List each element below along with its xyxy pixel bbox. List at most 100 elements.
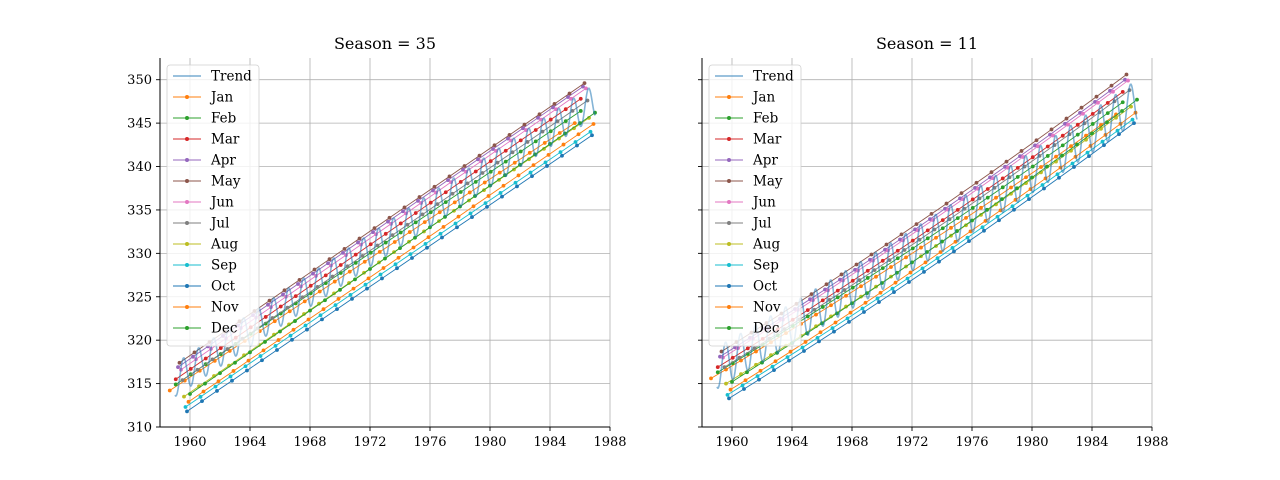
data-point <box>817 339 821 344</box>
data-point <box>383 231 388 236</box>
data-point <box>410 256 414 260</box>
data-point <box>1060 143 1065 148</box>
data-point <box>803 340 808 344</box>
data-point <box>1045 164 1049 169</box>
data-point <box>416 199 420 203</box>
data-point <box>393 262 398 267</box>
data-point <box>300 295 305 300</box>
x-tick-label: 1988 <box>1135 435 1168 450</box>
data-point <box>925 228 930 233</box>
data-point <box>521 126 525 131</box>
data-point <box>398 221 403 226</box>
data-point <box>884 242 889 247</box>
data-point <box>838 277 842 282</box>
data-point <box>387 215 392 220</box>
data-point <box>341 250 345 255</box>
legend-entry-jun: Jun <box>715 195 776 211</box>
data-point <box>342 246 347 251</box>
legend-entry-jun: Jun <box>173 195 234 211</box>
data-point <box>203 356 208 361</box>
data-point <box>437 210 442 215</box>
data-point <box>859 284 863 289</box>
data-point <box>1126 78 1130 83</box>
data-point <box>985 187 990 191</box>
data-point <box>800 345 805 350</box>
legend-swatch-marker <box>727 326 731 330</box>
data-point <box>546 152 551 157</box>
data-point <box>362 259 367 264</box>
data-point <box>465 181 470 186</box>
data-point <box>258 354 263 358</box>
data-point <box>877 300 881 304</box>
data-point <box>724 381 728 386</box>
data-point <box>902 248 907 252</box>
data-point <box>1093 99 1097 104</box>
legend-swatch-marker <box>185 284 189 288</box>
data-point <box>353 261 358 265</box>
legend-label: May <box>753 174 783 190</box>
data-point <box>443 200 448 205</box>
legend-entry-aug: Aug <box>173 237 238 253</box>
data-point <box>1012 207 1016 212</box>
data-point <box>561 142 566 147</box>
data-point <box>173 382 178 387</box>
legend-label: Nov <box>211 300 239 316</box>
data-point <box>814 312 818 317</box>
legend-entry-oct: Oct <box>173 279 236 295</box>
data-point <box>835 295 840 300</box>
data-point <box>1114 112 1118 117</box>
data-point <box>281 292 285 297</box>
data-point <box>557 136 561 141</box>
data-point <box>350 296 354 301</box>
data-point <box>1015 186 1019 191</box>
data-point <box>326 261 330 266</box>
data-point <box>180 378 185 383</box>
data-point <box>312 267 317 272</box>
data-point <box>188 392 192 396</box>
data-point <box>183 405 188 409</box>
data-point <box>327 257 332 262</box>
legend-swatch-marker <box>727 95 731 99</box>
data-point <box>278 329 282 334</box>
data-point <box>1030 155 1035 160</box>
data-point <box>545 164 549 168</box>
data-point <box>802 349 806 353</box>
legend-entry-dec: Dec <box>715 321 779 337</box>
x-tick-label: 1988 <box>593 435 626 450</box>
data-point <box>1108 88 1112 93</box>
subplot-title: Season = 35 <box>334 34 436 53</box>
data-point <box>964 215 968 220</box>
data-point <box>850 285 855 290</box>
legend-label: Jan <box>751 90 775 106</box>
series-line <box>185 131 591 408</box>
data-point <box>405 222 410 227</box>
subplot-title: Season = 11 <box>876 34 978 53</box>
data-point <box>563 119 568 123</box>
data-point <box>1111 89 1115 94</box>
data-point <box>1120 100 1125 105</box>
data-point <box>246 358 251 363</box>
data-point <box>455 225 459 230</box>
legend-box <box>708 64 802 347</box>
data-point <box>440 235 444 240</box>
legend-entry-feb: Feb <box>715 111 778 127</box>
data-point <box>200 399 204 404</box>
data-point <box>347 269 352 274</box>
data-point <box>773 359 778 364</box>
data-point <box>820 298 825 303</box>
data-point <box>1066 122 1070 127</box>
data-point <box>263 315 268 319</box>
data-point <box>857 278 862 283</box>
y-tick-label: 320 <box>127 334 152 349</box>
data-point <box>503 148 508 153</box>
data-point <box>282 288 287 293</box>
data-point <box>243 364 248 369</box>
data-point <box>201 389 206 394</box>
data-point <box>363 282 368 287</box>
data-point <box>815 335 820 340</box>
series-line <box>186 134 593 412</box>
data-point <box>1090 112 1095 116</box>
data-point <box>758 368 763 373</box>
data-point <box>1069 144 1073 149</box>
